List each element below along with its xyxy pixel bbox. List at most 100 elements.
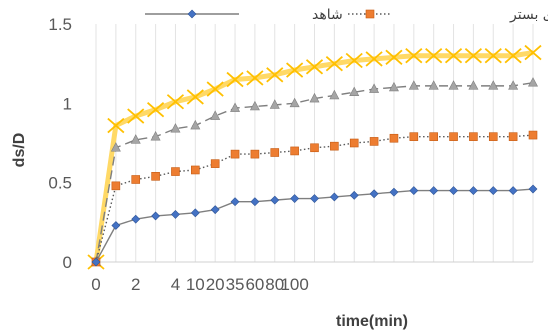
x-tick-label: 100 [280, 275, 308, 294]
data-point [409, 186, 419, 196]
data-point [448, 80, 459, 90]
data-point [369, 83, 380, 93]
data-point [488, 186, 498, 196]
data-point [111, 181, 121, 191]
data-point [210, 159, 220, 168]
data-point [127, 108, 145, 124]
data-point [146, 102, 165, 118]
data-point [131, 175, 141, 184]
data-point [528, 130, 538, 140]
data-point [226, 71, 244, 88]
data-point [206, 81, 224, 97]
data-point [345, 52, 363, 69]
data-point [504, 48, 522, 64]
data-point [325, 55, 343, 72]
data-point [150, 131, 161, 141]
data-point [508, 80, 519, 90]
data-point [111, 221, 121, 230]
data-point [425, 48, 443, 64]
data-point [528, 77, 538, 87]
x-tick-label: 80 [265, 275, 284, 294]
series-4 [87, 44, 542, 270]
data-point [166, 94, 185, 110]
data-point [266, 67, 284, 83]
data-point [385, 49, 403, 65]
data-point [210, 205, 220, 215]
data-point [289, 97, 300, 108]
legend-label: تراز بالای بستر [509, 7, 548, 23]
data-point [151, 211, 161, 221]
data-point [349, 86, 360, 97]
data-point [429, 132, 438, 141]
data-point [131, 214, 141, 224]
data-point [405, 48, 423, 64]
data-point [230, 197, 240, 207]
x-tick-label: 0 [91, 275, 100, 294]
data-point [249, 100, 260, 111]
data-point [329, 89, 340, 100]
data-point [305, 59, 324, 75]
data-point [488, 80, 499, 90]
data-point [528, 184, 538, 194]
data-point [246, 70, 264, 86]
data-point [488, 132, 498, 141]
data-point [230, 149, 240, 159]
data-point [389, 187, 399, 197]
x-tick-label: 20 [206, 275, 225, 294]
data-point [349, 138, 359, 148]
data-point [190, 119, 201, 130]
data-point [508, 132, 518, 141]
data-point [130, 134, 141, 144]
data-point [389, 133, 399, 143]
data-point [444, 48, 463, 64]
data-point [250, 149, 260, 159]
data-point [269, 99, 280, 109]
legend: شاهد تراز بالای بستر [145, 7, 548, 23]
data-point [230, 102, 241, 112]
data-point [388, 81, 399, 92]
data-point [484, 48, 502, 64]
x-tick-label: 60 [245, 275, 264, 294]
data-point [309, 92, 320, 103]
data-point [449, 132, 458, 141]
data-point [250, 197, 260, 207]
data-point [286, 62, 304, 78]
y-tick-label: 0.5 [48, 174, 72, 193]
data-point [508, 186, 518, 196]
data-point [210, 110, 221, 120]
data-point [365, 9, 375, 19]
data-point [270, 148, 280, 157]
x-tick-label: 35 [226, 275, 245, 294]
data-point [171, 167, 180, 176]
data-point [329, 192, 339, 202]
data-point [369, 189, 379, 199]
data-point [270, 195, 280, 205]
data-point [365, 51, 383, 67]
data-point [409, 132, 419, 141]
x-axis-title: time(min) [336, 313, 408, 330]
data-point [190, 208, 200, 218]
series-2 [91, 130, 538, 267]
data-point [468, 186, 478, 196]
data-point [524, 44, 542, 61]
legend-label: شاهد [312, 7, 343, 23]
data-point [290, 146, 299, 156]
legend-entry: شاهد [145, 7, 343, 23]
series-layer [87, 44, 542, 270]
data-point [408, 80, 419, 90]
data-point [429, 186, 439, 196]
series-line [95, 134, 534, 263]
data-point [171, 209, 180, 219]
y-tick-label: 0 [63, 253, 72, 272]
data-point [330, 141, 339, 151]
data-point [290, 194, 300, 203]
data-point [449, 186, 458, 196]
data-point [186, 89, 204, 105]
y-axis-title: ds/D [11, 133, 28, 168]
x-tick-label: 2 [131, 275, 140, 294]
y-tick-label: 1.5 [48, 15, 72, 34]
data-point [187, 9, 197, 19]
data-point [469, 132, 478, 141]
data-point [468, 80, 479, 90]
